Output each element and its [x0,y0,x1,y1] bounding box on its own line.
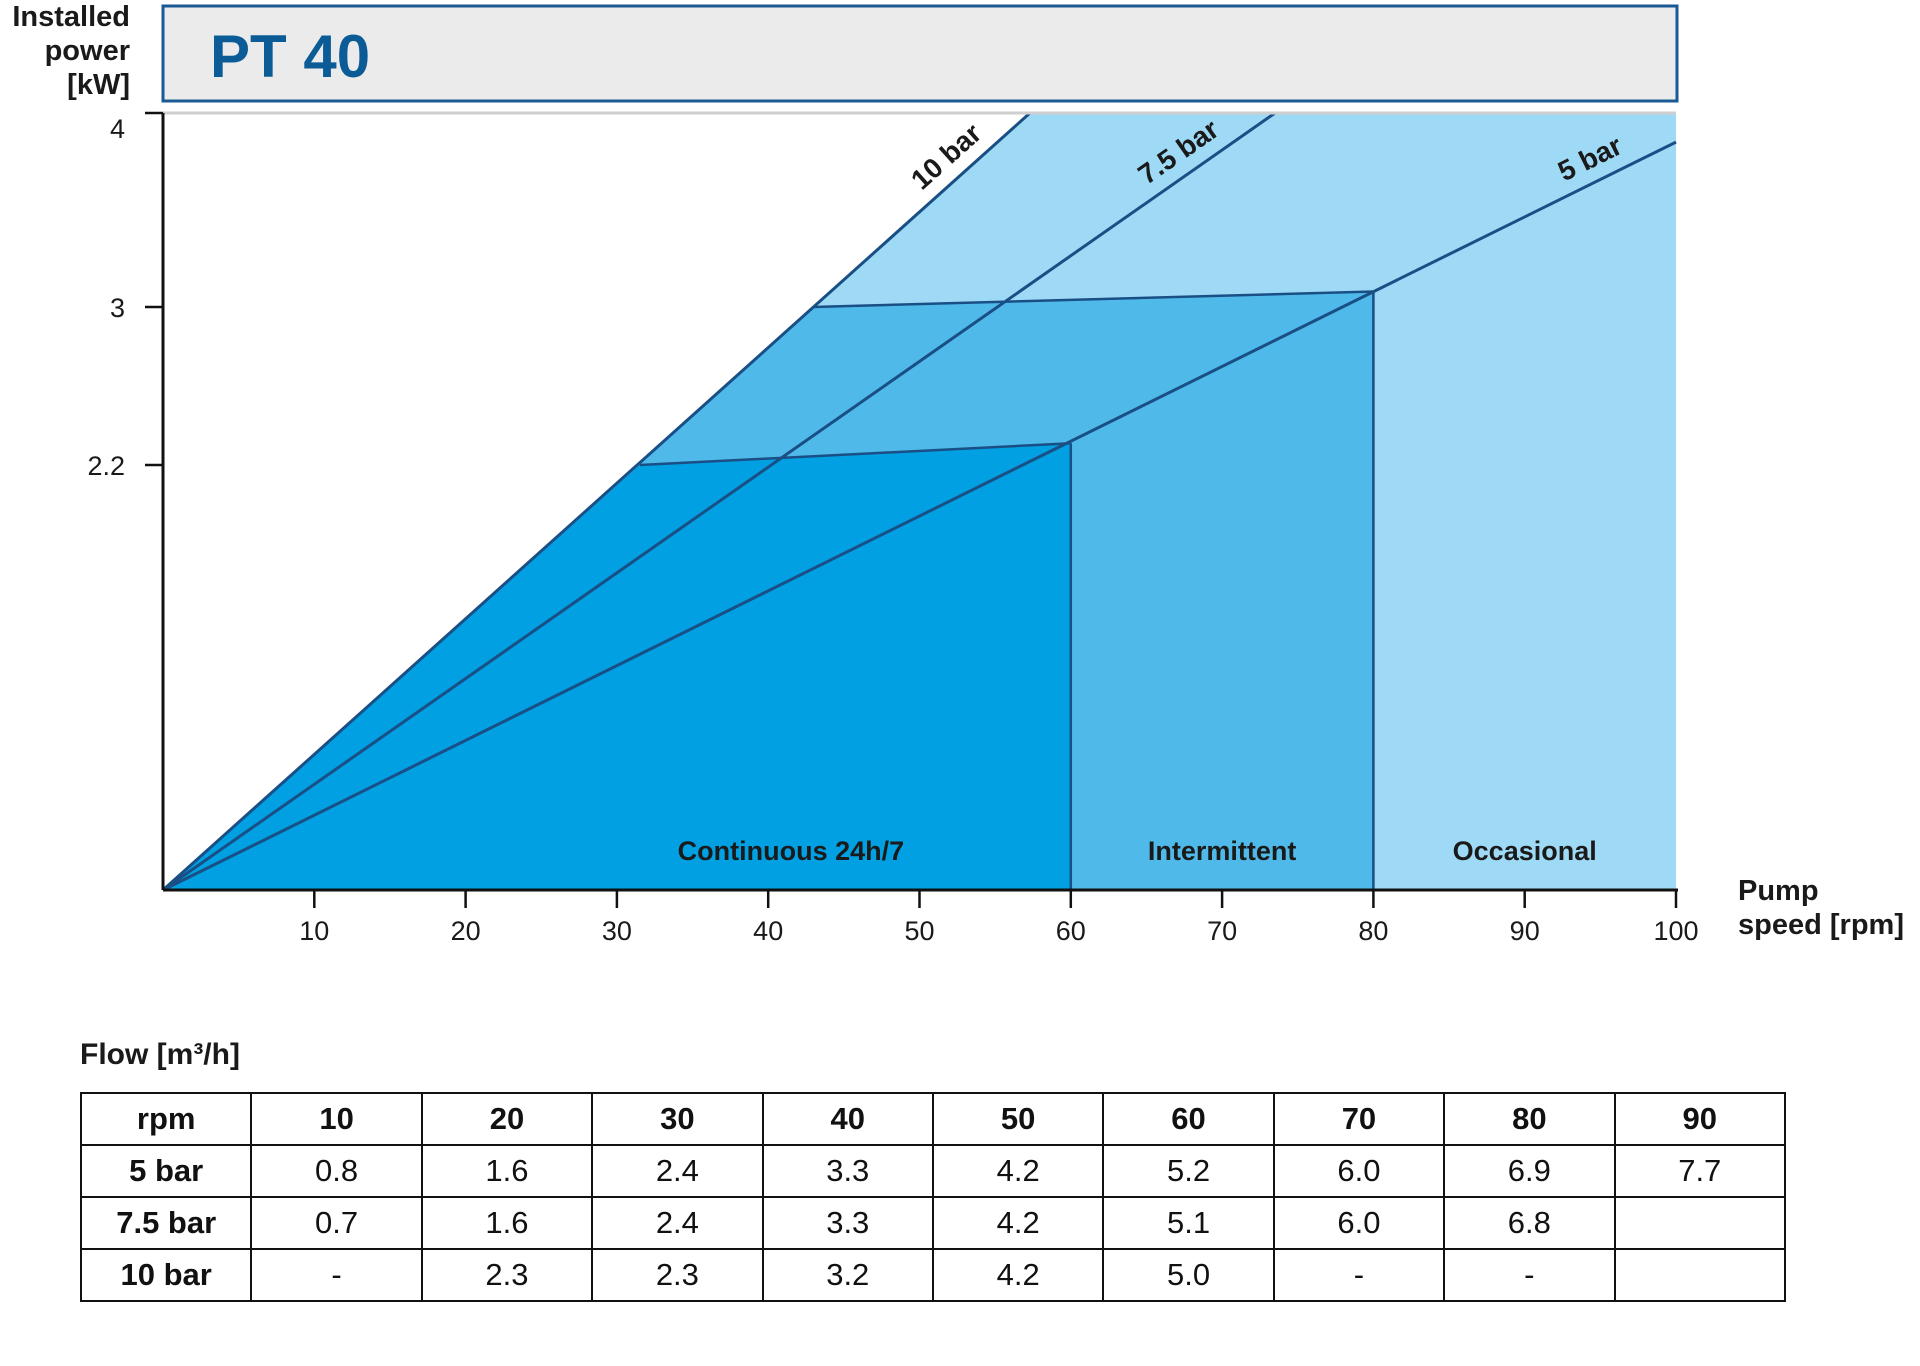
x-tick-label: 60 [1056,916,1086,946]
table-cell: 2.4 [591,1196,764,1250]
table-cell: 6.0 [1272,1196,1446,1250]
table-cell: 3.2 [761,1248,934,1302]
chart-title-box [161,4,1679,103]
header-cell: 10 [250,1092,423,1146]
table-cell: 3.3 [761,1144,934,1198]
header-cell: 20 [420,1092,594,1146]
table-cell: 4.2 [931,1248,1105,1302]
boundary-continuous-top [639,442,1071,467]
table-row: 5 bar 0.8 1.6 2.4 3.3 4.2 5.2 6.0 6.9 7.… [79,1144,1787,1198]
zone-label-intermittent: Intermittent [1148,836,1297,866]
header-cell: 70 [1272,1092,1446,1146]
x-axis-label: Pump speed [rpm] [1738,875,1904,941]
row-label: 5 bar [79,1144,253,1198]
table-cell: 2.4 [591,1144,764,1198]
table-cell [1613,1196,1787,1250]
header-cell: 40 [761,1092,934,1146]
header-cell: 30 [591,1092,764,1146]
header-cell: 60 [1102,1092,1275,1146]
x-tick-label: 40 [753,916,783,946]
table-cell: 3.3 [761,1196,934,1250]
x-tick-label: 30 [602,916,632,946]
zone-label-occasional: Occasional [1453,836,1597,866]
table-cell: 6.9 [1443,1144,1616,1198]
table-cell: 6.0 [1272,1144,1446,1198]
table-cell: - [250,1248,423,1302]
series-line-7-5-bar [162,111,1276,892]
y-tick-label: 4 [110,114,125,144]
table-row: 7.5 bar 0.7 1.6 2.4 3.3 4.2 5.1 6.0 6.8 [79,1196,1787,1250]
x-tick-label: 90 [1510,916,1540,946]
table-cell: 0.8 [250,1144,423,1198]
series-line-5-bar [162,140,1677,892]
flow-table: rpm 10 20 30 40 50 60 70 80 90 5 bar 0.8… [79,1092,1787,1302]
table-cell: 1.6 [420,1196,594,1250]
x-tick-label: 10 [299,916,329,946]
flow-table-title: Flow [m³/h] [80,1038,240,1071]
row-label: 10 bar [79,1248,253,1302]
chart-title: PT 40 [210,23,370,90]
x-tick-label: 100 [1653,916,1698,946]
header-cell: rpm [79,1092,253,1146]
x-tick-label: 20 [451,916,481,946]
table-cell: - [1272,1248,1446,1302]
y-tick-label: 3 [110,293,125,323]
table-cell: 7.7 [1613,1144,1787,1198]
table-cell: 5.0 [1102,1248,1275,1302]
lines-layer [161,111,1677,892]
table-cell [1613,1248,1787,1302]
header-cell: 90 [1613,1092,1787,1146]
table-cell: 5.1 [1102,1196,1275,1250]
table-cell: 4.2 [931,1196,1105,1250]
table-cell: 2.3 [591,1248,764,1302]
table-cell: 4.2 [931,1144,1105,1198]
table-cell: 0.7 [250,1196,423,1250]
boundary-intermittent-top [813,290,1374,309]
x-tick-label: 50 [904,916,934,946]
series-line-10-bar [161,111,1031,892]
table-cell: 2.3 [420,1248,594,1302]
zone-label-continuous: Continuous 24h/7 [678,836,905,866]
x-tick-label: 80 [1358,916,1388,946]
table-cell: - [1443,1248,1616,1302]
table-cell: 5.2 [1102,1144,1275,1198]
header-cell: 80 [1443,1092,1616,1146]
table-cell: 1.6 [420,1144,594,1198]
x-tick-label: 70 [1207,916,1237,946]
header-cell: 50 [931,1092,1105,1146]
y-axis-label: Installed power [kW] [12,1,130,101]
zones-layer [163,113,1676,891]
table-row: 10 bar - 2.3 2.3 3.2 4.2 5.0 - - [79,1248,1787,1302]
table-header-row: rpm 10 20 30 40 50 60 70 80 90 [79,1092,1787,1146]
y-tick-label: 2.2 [87,451,125,481]
row-label: 7.5 bar [79,1196,253,1250]
axes-layer [145,111,1678,908]
table-cell: 6.8 [1443,1196,1616,1250]
